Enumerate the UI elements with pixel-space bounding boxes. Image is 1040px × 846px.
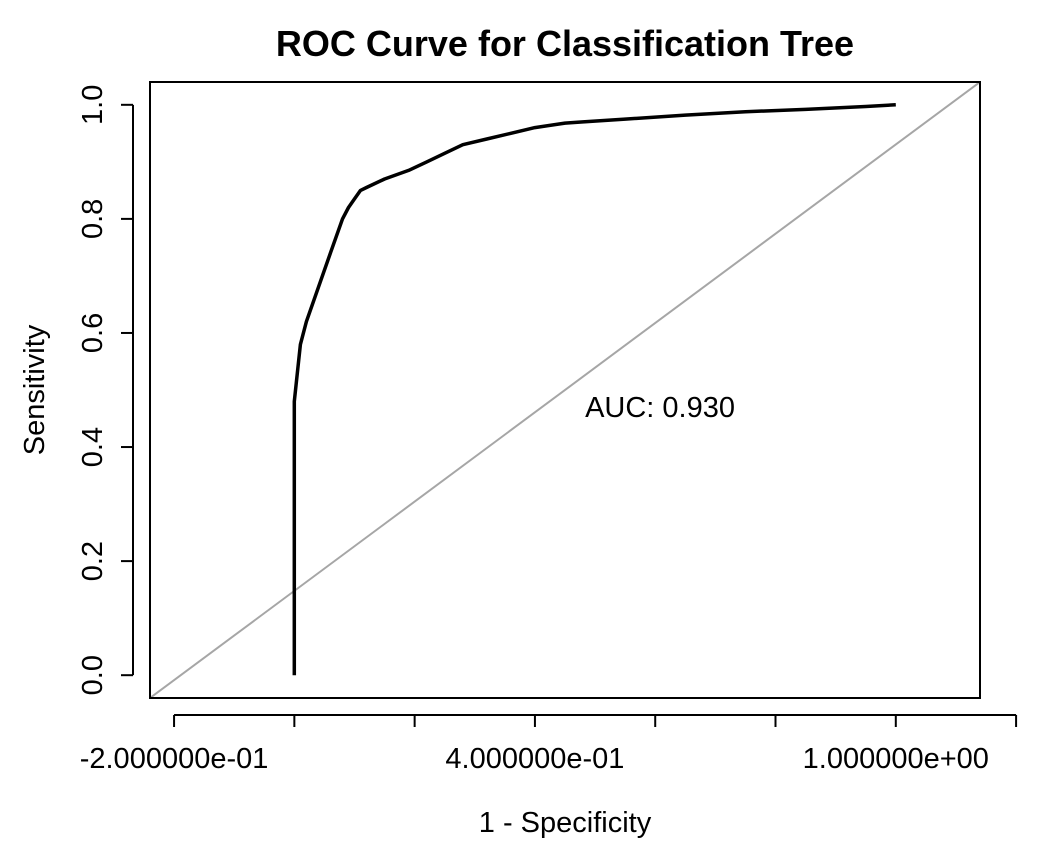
auc-annotation: AUC: 0.930 (585, 392, 735, 424)
y-tick-label: 0.6 (77, 313, 109, 353)
axes: -2.000000e-01 4.000000e-01 1.000000e+00 0.0… (77, 81, 1018, 775)
plot-frame (149, 81, 981, 699)
x-tick-label: -2.000000e-01 (80, 743, 269, 775)
y-tick-label: 1.0 (77, 85, 109, 125)
x-axis-label: 1 - Specificity (479, 807, 652, 839)
y-axis-label: Sensitivity (19, 324, 51, 455)
y-tick-label: 0.0 (77, 655, 109, 695)
diagonal-reference-line (150, 82, 980, 698)
y-tick-label: 0.2 (77, 541, 109, 581)
roc-curve-line (292, 103, 896, 676)
y-tick-label: 0.8 (77, 199, 109, 239)
plot-area (150, 82, 980, 698)
x-tick-label: 1.000000e+00 (803, 743, 989, 775)
chart-title: ROC Curve for Classification Tree (276, 23, 854, 64)
x-tick-label: 4.000000e-01 (445, 743, 624, 775)
y-tick-label: 0.4 (77, 427, 109, 467)
